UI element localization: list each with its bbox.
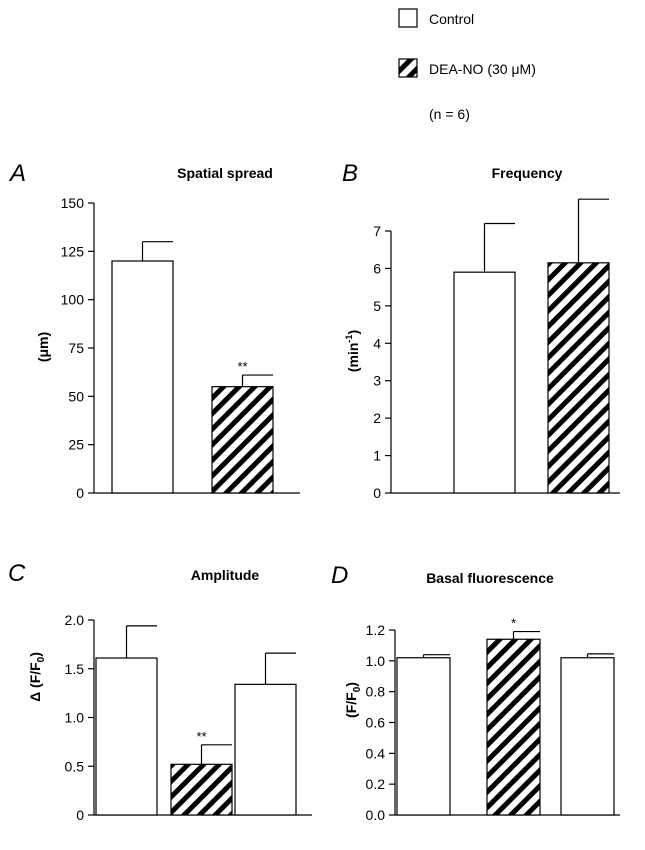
y-tick-label: 25 [68, 437, 84, 453]
panel-c: C Amplitude Δ (F/F0) 0 0.5 1.0 1.5 2.0 ** [8, 560, 312, 823]
panel-d-letter: D [331, 562, 348, 589]
bar [453, 271, 516, 494]
panel-c-ylabel: Δ (F/F0) [27, 652, 47, 702]
y-tick-label: 0 [76, 485, 84, 501]
legend-treated-swatch [398, 58, 418, 78]
panel-d-plot: 0.0 0.2 0.4 0.6 0.8 1.0 1.2 * [366, 616, 620, 823]
bar [486, 638, 541, 816]
bar [211, 386, 274, 494]
panel-c-title: Amplitude [191, 567, 260, 583]
y-tick-label: 2.0 [65, 612, 85, 628]
panel-b-title: Frequency [492, 165, 563, 181]
bar [234, 683, 297, 816]
y-tick-label: 7 [373, 223, 381, 239]
y-tick-label: 75 [68, 340, 84, 356]
y-tick-label: 4 [373, 335, 381, 351]
y-tick-label: 150 [61, 195, 85, 211]
significance-marker: ** [196, 729, 206, 744]
y-tick-label: 0.6 [366, 715, 386, 731]
panel-b-letter: B [342, 160, 358, 187]
panel-a-ylabel: (μm) [35, 332, 51, 362]
y-tick-label: 0 [373, 485, 381, 501]
y-tick-label: 100 [61, 292, 85, 308]
panel-d-ylabel: (F/F0) [343, 682, 363, 718]
bar [95, 657, 158, 816]
legend: Control DEA-NO (30 μM) (n = 6) [398, 8, 536, 122]
y-tick-label: 50 [68, 388, 84, 404]
bar [560, 657, 615, 816]
significance-marker: * [511, 616, 516, 631]
legend-treated-label: DEA-NO (30 μM) [429, 61, 536, 77]
significance-marker: ** [237, 359, 247, 374]
bar [170, 763, 233, 816]
y-tick-label: 1.0 [65, 710, 85, 726]
y-tick-label: 1.5 [65, 661, 85, 677]
panel-a-title: Spatial spread [177, 165, 273, 181]
y-tick-label: 0.8 [366, 684, 386, 700]
panel-b-ylabel: (min-1) [344, 330, 361, 372]
panel-c-plot: 0 0.5 1.0 1.5 2.0 ** [65, 612, 312, 823]
y-tick-label: 3 [373, 373, 381, 389]
y-tick-label: 1.2 [366, 622, 386, 638]
panel-b: B Frequency (min-1) 0 1 2 3 4 5 6 7 [342, 160, 620, 501]
panel-a-letter: A [8, 160, 26, 187]
y-tick-label: 0 [76, 807, 84, 823]
panel-a: A Spatial spread (μm) 0 25 50 75 100 125 150 ** [8, 160, 300, 501]
y-tick-label: 1 [373, 448, 381, 464]
y-tick-label: 0.4 [366, 745, 386, 761]
y-tick-label: 0.0 [366, 807, 386, 823]
y-tick-label: 5 [373, 298, 381, 314]
bar [396, 657, 451, 816]
y-tick-label: 6 [373, 260, 381, 276]
panel-a-plot: 0 25 50 75 100 125 150 ** [61, 195, 300, 501]
panel-c-letter: C [8, 560, 26, 587]
panel-d-title: Basal fluorescence [426, 570, 554, 586]
bar [547, 262, 610, 494]
y-tick-label: 2 [373, 410, 381, 426]
panel-b-plot: 0 1 2 3 4 5 6 7 [373, 198, 620, 501]
panel-d: D Basal fluorescence (F/F0) 0.0 0.2 0.4 0.6… [331, 562, 620, 823]
legend-control-swatch [398, 8, 418, 28]
y-tick-label: 125 [61, 243, 85, 259]
bar [111, 260, 174, 494]
y-tick-label: 0.2 [366, 776, 386, 792]
y-tick-label: 1.0 [366, 653, 386, 669]
y-tick-label: 0.5 [65, 758, 85, 774]
legend-control-label: Control [429, 11, 474, 27]
legend-n-label: (n = 6) [429, 106, 470, 122]
